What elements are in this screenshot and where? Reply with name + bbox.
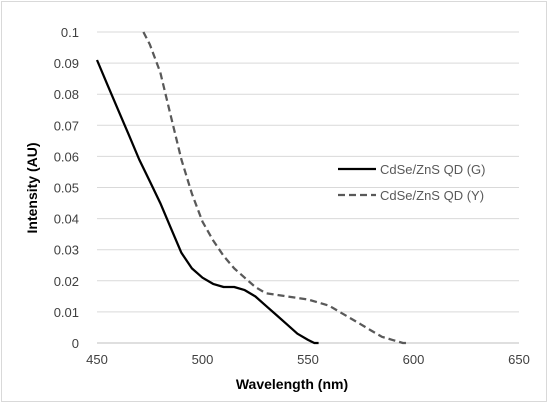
series-line-y	[142, 31, 410, 345]
x-axis-title: Wavelength (nm)	[236, 376, 348, 392]
y-tick-label: 0.05	[54, 181, 79, 196]
legend-label-g: CdSe/ZnS QD (G)	[380, 162, 485, 177]
y-tick-labels: 0 0.01 0.02 0.03 0.04 0.05 0.06 0.07 0.08 0.09 0.1	[54, 25, 79, 351]
y-tick-label: 0.09	[54, 56, 79, 71]
x-tick-label: 600	[403, 352, 425, 367]
y-tick-label: 0.1	[61, 25, 79, 40]
x-tick-label: 450	[86, 352, 108, 367]
legend-label-y: CdSe/ZnS QD (Y)	[380, 188, 484, 203]
y-tick-label: 0.08	[54, 87, 79, 102]
y-tick-label: 0.06	[54, 149, 79, 164]
y-tick-label: 0.03	[54, 243, 79, 258]
y-tick-label: 0.07	[54, 118, 79, 133]
y-tick-label: 0.04	[54, 212, 79, 227]
series-layer	[95, 31, 410, 345]
y-tick-label: 0	[72, 336, 79, 351]
x-tick-label: 550	[297, 352, 319, 367]
y-tick-label: 0.02	[54, 274, 79, 289]
x-tick-label: 650	[508, 352, 530, 367]
series-line-g	[95, 59, 319, 345]
gridlines	[97, 31, 519, 344]
x-tick-label: 500	[192, 352, 214, 367]
y-axis-title: Intensity (AU)	[24, 143, 40, 234]
legend: CdSe/ZnS QD (G) CdSe/ZnS QD (Y)	[338, 162, 485, 203]
x-tick-labels: 450 500 550 600 650	[86, 352, 530, 367]
y-tick-label: 0.01	[54, 305, 79, 320]
chart-frame: 0 0.01 0.02 0.03 0.04 0.05 0.06 0.07 0.08 0.09 0.1…	[1, 1, 547, 402]
